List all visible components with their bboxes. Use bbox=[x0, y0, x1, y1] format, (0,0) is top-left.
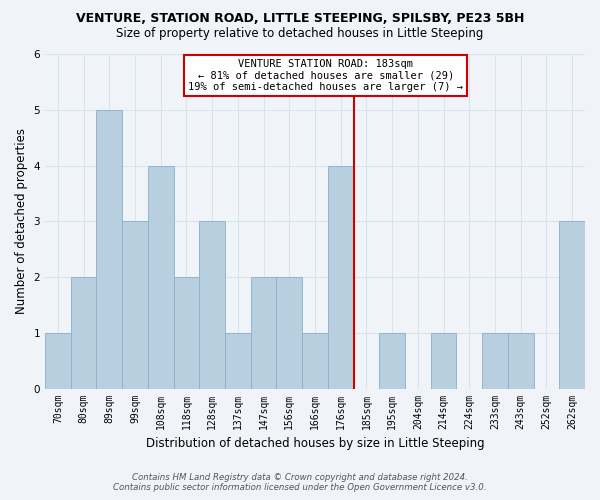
X-axis label: Distribution of detached houses by size in Little Steeping: Distribution of detached houses by size … bbox=[146, 437, 484, 450]
Bar bbox=[173, 277, 199, 388]
Bar bbox=[302, 333, 328, 388]
Bar bbox=[199, 222, 225, 388]
Bar bbox=[97, 110, 122, 388]
Bar bbox=[328, 166, 353, 388]
Bar bbox=[225, 333, 251, 388]
Text: Contains HM Land Registry data © Crown copyright and database right 2024.
Contai: Contains HM Land Registry data © Crown c… bbox=[113, 473, 487, 492]
Bar bbox=[277, 277, 302, 388]
Bar bbox=[379, 333, 405, 388]
Bar bbox=[431, 333, 457, 388]
Bar bbox=[148, 166, 173, 388]
Text: VENTURE STATION ROAD: 183sqm
← 81% of detached houses are smaller (29)
19% of se: VENTURE STATION ROAD: 183sqm ← 81% of de… bbox=[188, 59, 463, 92]
Text: VENTURE, STATION ROAD, LITTLE STEEPING, SPILSBY, PE23 5BH: VENTURE, STATION ROAD, LITTLE STEEPING, … bbox=[76, 12, 524, 26]
Bar bbox=[122, 222, 148, 388]
Bar bbox=[482, 333, 508, 388]
Y-axis label: Number of detached properties: Number of detached properties bbox=[15, 128, 28, 314]
Bar bbox=[251, 277, 277, 388]
Bar bbox=[508, 333, 533, 388]
Bar bbox=[45, 333, 71, 388]
Bar bbox=[559, 222, 585, 388]
Text: Size of property relative to detached houses in Little Steeping: Size of property relative to detached ho… bbox=[116, 28, 484, 40]
Bar bbox=[71, 277, 97, 388]
